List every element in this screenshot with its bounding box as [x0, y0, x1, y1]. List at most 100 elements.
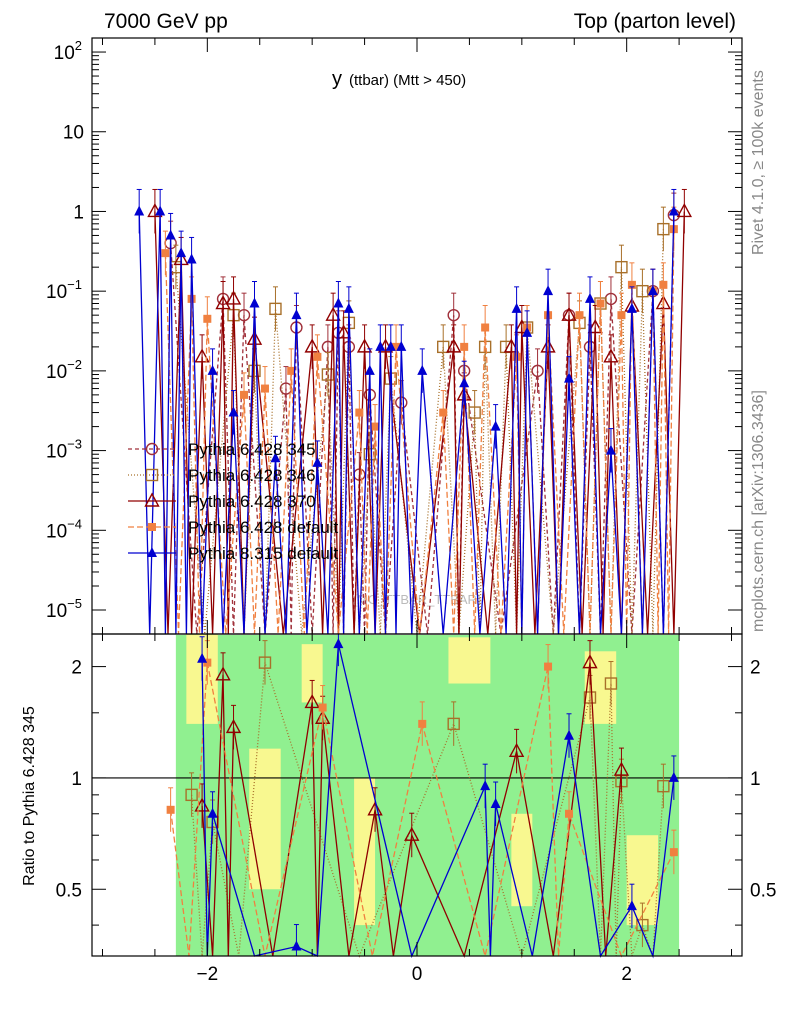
main-ytick-label: 10−1: [46, 277, 82, 303]
ratio-p370-point: [225, 718, 242, 734]
ratio-p8-point: [490, 798, 501, 809]
legend-label-pdef: Pythia 6.428 default: [188, 518, 339, 537]
ratio-ytick-label: 1: [71, 769, 82, 790]
main-p370-point: [561, 306, 577, 321]
ratio-pdef-point: [669, 848, 678, 857]
ratio-p8-point: [291, 940, 302, 951]
legend-marker-p346: [145, 468, 159, 482]
main-ytick-exp: 2: [75, 38, 82, 53]
main-ytick-label: 10−3: [46, 437, 82, 463]
main-p8-point: [333, 297, 344, 308]
ratio-p8-point: [626, 900, 637, 911]
main-p346-point: [615, 260, 628, 274]
main-p8-point: [207, 364, 218, 375]
ratio-p370-point: [508, 742, 525, 758]
main-p8-point: [668, 205, 679, 216]
main-p8-point: [270, 452, 281, 463]
main-p8-point: [564, 372, 575, 383]
legend-marker-p8: [147, 547, 157, 557]
main-pdef-point: [161, 249, 170, 258]
xtick-label: 2: [621, 964, 632, 985]
ratio-pdef-point: [166, 805, 175, 814]
main-p8-point: [228, 406, 239, 417]
main-ytick-label: 10: [63, 123, 84, 144]
main-ytick-exp: −3: [67, 437, 82, 452]
main-p370-point: [676, 202, 693, 218]
main-p8-point: [511, 302, 522, 313]
ratio-band-yellow: [448, 637, 491, 684]
ratio-p370-point: [613, 761, 630, 776]
main-pdef-point: [596, 299, 605, 308]
main-pdef-point: [355, 408, 364, 417]
main-ytick-label: 1: [73, 202, 84, 223]
ratio-p346-point: [583, 691, 597, 704]
main-p8-point: [312, 456, 323, 467]
main-p8-point: [396, 340, 407, 351]
main-p370-point: [335, 324, 352, 339]
legend-label-p370: Pythia 6.428 370: [188, 492, 316, 511]
ratio-p346-point: [604, 677, 618, 690]
main-pdef-point: [481, 323, 490, 332]
main-pdef-point: [287, 366, 296, 375]
main-p345-point: [447, 308, 460, 322]
main-p8-point: [343, 302, 354, 313]
legend-marker-p345: [145, 442, 159, 456]
main-pdef-point: [313, 352, 322, 361]
side-label-rivet: Rivet 4.1.0, ≥ 100k events: [750, 70, 767, 255]
ratio-p370-point: [404, 826, 420, 841]
main-p370-point: [325, 306, 341, 321]
main-p8-point: [249, 297, 260, 308]
main-p8-point: [364, 364, 375, 375]
main-p8-point: [186, 253, 197, 264]
ratio-ytick-label-right: 2: [750, 658, 761, 679]
main-pdef-point: [659, 280, 668, 289]
main-p8-point: [490, 420, 501, 431]
main-p346-point: [468, 406, 481, 419]
side-label-mcplots: mcplots.cern.ch [arXiv:1306.3436]: [750, 390, 767, 632]
ratio-p8-point: [333, 638, 344, 649]
main-p8-point: [134, 205, 145, 216]
main-p8-point: [417, 364, 428, 375]
ratio-p8-point: [480, 780, 491, 791]
ratio-p346-point: [258, 656, 272, 669]
ratio-p346-point: [447, 717, 460, 731]
ratio-p8-point: [197, 652, 208, 663]
main-pdef-line: [164, 229, 675, 635]
ratio-pdef-point: [318, 703, 327, 712]
main-ytick-exp: −4: [67, 516, 82, 531]
main-pdef-point: [371, 422, 380, 431]
ratio-pdef-point: [418, 719, 427, 728]
plot-title-sub: (ttbar) (Mtt > 450): [349, 72, 466, 89]
main-p370-point: [503, 338, 520, 353]
header-right: Top (parton level): [574, 10, 736, 33]
ratio-band-yellow: [249, 748, 281, 890]
main-p8-point: [176, 247, 187, 258]
ratio-p8-point: [668, 771, 679, 782]
main-pdef-point: [260, 384, 269, 393]
main-ytick-label: 10−5: [46, 596, 82, 622]
main-p370-point: [446, 338, 462, 353]
main-pdef-point: [203, 314, 212, 323]
main-pdef-point: [627, 280, 636, 289]
ratio-p370-point: [582, 654, 598, 669]
main-p8-point: [459, 377, 470, 388]
header-left: 7000 GeV pp: [104, 10, 228, 33]
main-p8-point: [291, 309, 302, 320]
main-ytick-exp: −5: [67, 596, 82, 611]
ratio-p370-point: [304, 693, 320, 709]
main-p346-point: [248, 364, 261, 378]
ratio-p370-point: [215, 666, 231, 681]
main-pdef-point: [240, 390, 249, 399]
xtick-label: −2: [196, 964, 218, 985]
main-p346-point: [657, 222, 670, 236]
legend-label-p8: Pythia 8.315 default: [188, 544, 339, 563]
main-ytick-label: 10−2: [46, 357, 82, 383]
main-p8-point: [626, 302, 637, 313]
main-ytick-exp: −2: [67, 357, 82, 372]
main-pdef-point: [439, 408, 448, 417]
main-p370-point: [587, 319, 603, 334]
main-p8-point: [647, 285, 658, 296]
main-p346-point: [363, 448, 377, 461]
main-pdef-point: [575, 311, 584, 320]
